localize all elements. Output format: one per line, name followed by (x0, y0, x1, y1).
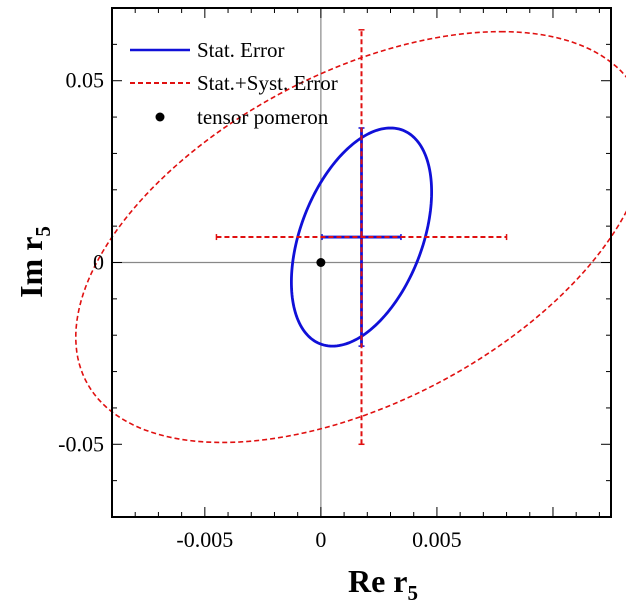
y-tick-label: 0 (93, 250, 104, 275)
legend: Stat. Error Stat.+Syst. Error tensor pom… (130, 38, 338, 129)
tensor-pomeron-point (316, 258, 326, 267)
x-tick-label: 0.005 (412, 527, 462, 552)
x-tick-label: -0.005 (176, 527, 233, 552)
x-axis-title-sub: 5 (408, 581, 419, 605)
legend-label-tensor-pomeron: tensor pomeron (197, 105, 329, 129)
y-tick-label: -0.05 (58, 431, 104, 456)
tick-labels: -0.005 0 0.005 -0.05 0 0.05 (58, 68, 462, 552)
series-layer (74, 29, 626, 446)
legend-marker-tensor-pomeron (155, 112, 165, 122)
stat-error-ellipse (289, 126, 434, 348)
plot-frame (111, 7, 612, 518)
x-axis-title-main: Re r (348, 563, 408, 599)
legend-label-stat-error: Stat. Error (197, 38, 284, 62)
y-axis-title: Im r5 (13, 226, 55, 298)
x-axis-title: Re r5 (348, 563, 418, 605)
x-tick-label: 0 (315, 527, 326, 552)
stat-syst-error-ellipse (74, 30, 626, 444)
y-tick-label: 0.05 (66, 68, 105, 93)
legend-label-stat-syst-error: Stat.+Syst. Error (197, 71, 338, 95)
y-axis-title-sub: 5 (31, 226, 55, 237)
y-axis-title-main: Im r (13, 237, 49, 298)
